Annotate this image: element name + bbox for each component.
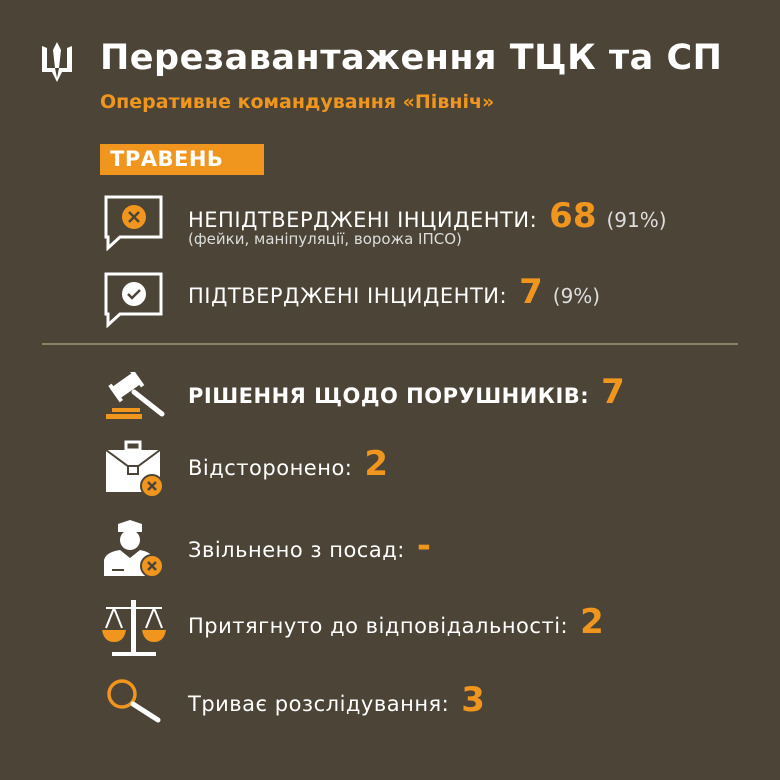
confirmed-percent: (9%): [552, 284, 601, 308]
scales-icon: [102, 600, 166, 656]
officer-x-icon: [104, 520, 164, 578]
unconfirmed-percent: (91%): [606, 208, 667, 232]
item-investigation: Триває розслідування: 3: [188, 680, 485, 720]
item-label: Звільнено з посад:: [188, 538, 405, 562]
item-label: Відсторонено:: [188, 456, 353, 480]
briefcase-x-icon: [105, 440, 164, 498]
unconfirmed-note: (фейки, маніпуляції, ворожа ІПСО): [188, 230, 462, 248]
confirmed-value: 7: [519, 272, 543, 312]
item-label: Триває розслідування:: [188, 692, 450, 716]
magnifier-icon: [107, 679, 161, 723]
item-value: -: [416, 526, 431, 566]
item-dismissed: Звільнено з посад: -: [188, 526, 431, 566]
decisions-value: 7: [601, 372, 625, 412]
decisions-label: РІШЕННЯ ЩОДО ПОРУШНИКІВ:: [188, 384, 590, 408]
item-prosecuted: Притягнуто до відповідальності: 2: [188, 602, 604, 642]
decisions: РІШЕННЯ ЩОДО ПОРУШНИКІВ: 7: [188, 372, 625, 412]
unconfirmed-value: 68: [549, 196, 597, 236]
period-badge: ТРАВЕНЬ: [100, 144, 264, 175]
page-subtitle: Оперативне командування «Північ»: [100, 91, 495, 113]
unconfirmed-incidents: НЕПІДТВЕРДЖЕНІ ІНЦИДЕНТИ: 68 (91%) (фейки,…: [188, 196, 667, 248]
chat-check-icon: [104, 272, 163, 328]
unconfirmed-label: НЕПІДТВЕРДЖЕНІ ІНЦИДЕНТИ:: [188, 208, 538, 232]
trident-icon: [42, 42, 72, 82]
confirmed-incidents: ПІДТВЕРДЖЕНІ ІНЦИДЕНТИ: 7 (9%): [188, 272, 600, 312]
item-suspended: Відсторонено: 2: [188, 444, 388, 484]
item-value: 3: [461, 680, 485, 720]
item-value: 2: [364, 444, 389, 484]
confirmed-label: ПІДТВЕРДЖЕНІ ІНЦИДЕНТИ:: [188, 284, 508, 308]
item-value: 2: [580, 602, 604, 642]
page-title: Перезавантаження ТЦК та СП: [100, 38, 723, 78]
chat-x-icon: [104, 195, 163, 251]
gavel-icon: [106, 372, 165, 419]
item-label: Притягнуто до відповідальності:: [188, 614, 569, 638]
divider: [42, 343, 738, 345]
